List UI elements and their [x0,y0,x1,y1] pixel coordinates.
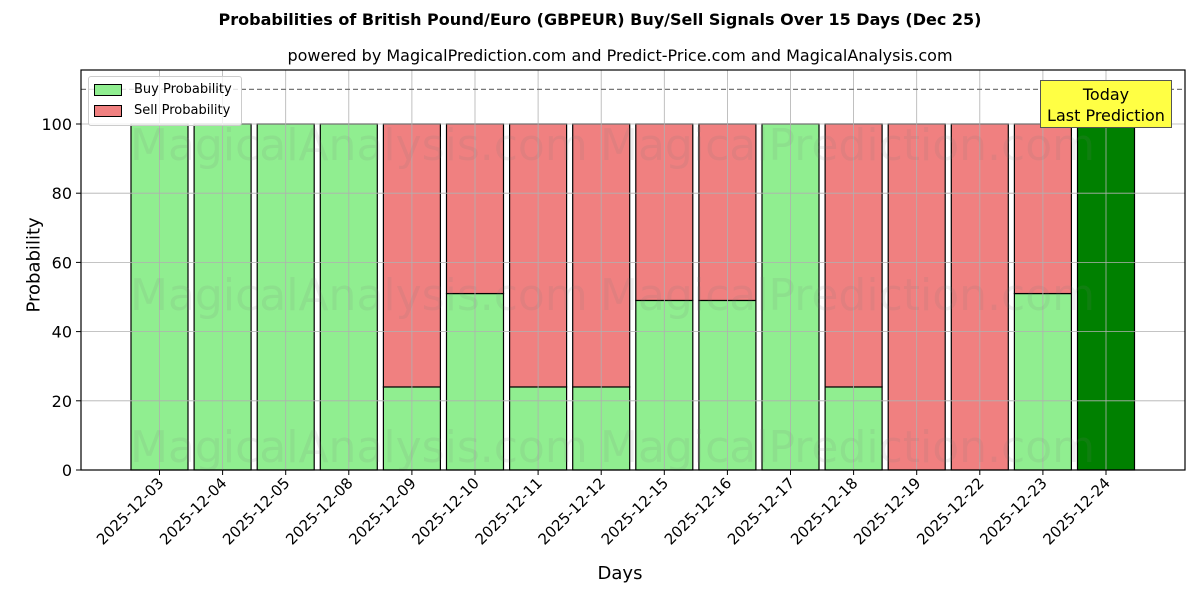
x-tick-label: 2025-12-24 [1039,474,1113,548]
x-tick-label: 2025-12-19 [850,474,924,548]
y-axis-label: Probability [23,217,45,313]
x-tick-label: 2025-12-11 [472,474,546,548]
legend-item-sell: Sell Probability [94,103,230,118]
x-tick-label: 2025-12-16 [661,474,735,548]
x-tick-label: 2025-12-09 [345,474,419,548]
watermark-text: MagicalPrediction.com [600,422,1095,473]
buy-swatch [94,83,122,96]
chart-subtitle: powered by MagicalPrediction.com and Pre… [287,46,953,65]
y-tick-label: 100 [41,115,72,134]
plot-frame [80,69,1186,471]
watermark-text: MagicalAnalysis.com [130,270,588,321]
x-tick-label: 2025-12-03 [93,474,167,548]
today-annotation: Today Last Prediction [1040,80,1172,128]
today-line2: Last Prediction [1047,106,1165,125]
x-tick-label: 2025-12-12 [535,474,609,548]
legend-sell-label: Sell Probability [134,103,231,118]
y-tick-label: 40 [52,323,72,342]
x-tick-label: 2025-12-15 [598,474,672,548]
watermark-text: MagicalAnalysis.com [130,120,588,171]
sell-swatch [94,104,122,117]
x-tick-label: 2025-12-05 [219,474,293,548]
chart-title: Probabilities of British Pound/Euro (GBP… [218,10,982,29]
watermark-text: MagicalPrediction.com [600,120,1095,171]
watermark-text: MagicalAnalysis.com [130,422,588,473]
x-tick-label: 2025-12-17 [724,474,798,548]
x-tick-label: 2025-12-04 [156,474,230,548]
x-tick-label: 2025-12-22 [913,474,987,548]
x-tick-label: 2025-12-10 [408,474,482,548]
y-tick-label: 80 [52,184,72,203]
y-tick-label: 20 [52,392,72,411]
watermark-text: MagicalPrediction.com [600,270,1095,321]
x-tick-label: 2025-12-23 [976,474,1050,548]
x-tick-label: 2025-12-18 [787,474,861,548]
y-tick-label: 60 [52,253,72,272]
x-axis-label: Days [597,563,643,584]
x-tick-label: 2025-12-08 [282,474,356,548]
legend-buy-label: Buy Probability [134,82,232,97]
legend-item-buy: Buy Probability [94,82,232,97]
today-line1: Today [1082,85,1130,104]
legend: Buy Probability Sell Probability [88,76,242,126]
y-tick-label: 0 [62,461,72,480]
